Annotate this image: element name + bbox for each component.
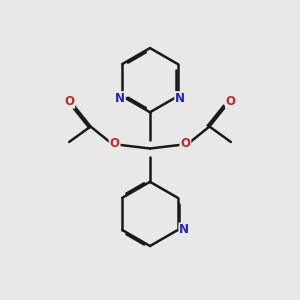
Text: O: O xyxy=(180,137,190,150)
Text: N: N xyxy=(115,92,125,105)
Text: O: O xyxy=(226,95,236,108)
Text: N: N xyxy=(179,224,189,236)
Text: O: O xyxy=(110,137,120,150)
Text: O: O xyxy=(64,95,74,108)
Text: N: N xyxy=(175,92,185,105)
